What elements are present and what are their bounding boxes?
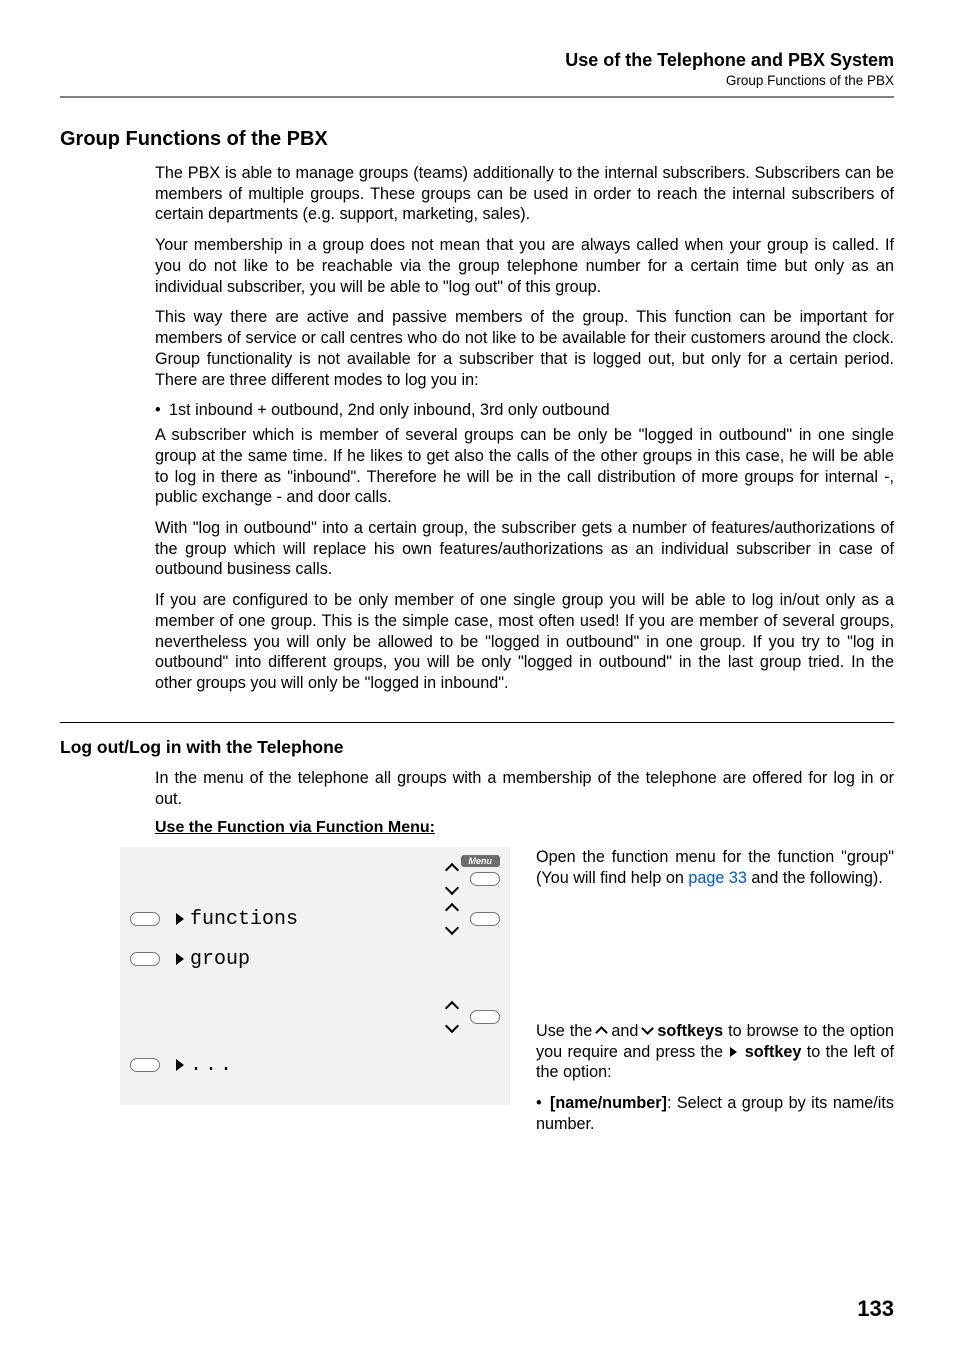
softkeys-bold: softkeys <box>652 1022 723 1040</box>
up-down-icon <box>442 865 462 893</box>
softkey-right[interactable] <box>470 872 500 886</box>
arrow-right-icon <box>176 1059 184 1071</box>
softkey-bold: softkey <box>739 1043 801 1061</box>
lcd-text: ... <box>190 1054 235 1077</box>
bullet-marker: • <box>536 1093 550 1114</box>
description-column: Open the function menu for the function … <box>536 847 894 1144</box>
up-down-icon <box>442 905 462 933</box>
softkey-left[interactable] <box>130 912 160 926</box>
subsection-heading: Log out/Log in with the Telephone <box>60 737 894 758</box>
description-open: Open the function menu for the function … <box>536 847 894 888</box>
triangle-right-icon <box>730 1047 737 1057</box>
lcd-text: group <box>190 948 250 971</box>
lcd-text: functions <box>190 908 298 931</box>
header-subtitle: Group Functions of the PBX <box>60 73 894 88</box>
lcd-label-group: group <box>160 948 434 971</box>
paragraph: This way there are active and passive me… <box>155 307 894 390</box>
description-softkeys: Use the and softkeys to browse to the op… <box>536 1021 894 1083</box>
softkey-right[interactable] <box>470 1010 500 1024</box>
phone-panel: Menu functions <box>120 847 510 991</box>
header-title: Use of the Telephone and PBX System <box>60 50 894 71</box>
lcd-label-dots: ... <box>160 1054 434 1077</box>
use-function-heading: Use the Function via Function Menu: <box>155 819 894 837</box>
section-heading: Group Functions of the PBX <box>60 128 894 151</box>
paragraph: In the menu of the telephone all groups … <box>155 768 894 809</box>
arrow-right-icon <box>176 953 184 965</box>
paragraph: With "log in outbound" into a certain gr… <box>155 518 894 580</box>
bullet-marker: • <box>155 400 169 421</box>
phone-panel: ... <box>120 991 510 1105</box>
desc-text: and the following). <box>747 869 883 887</box>
header-divider <box>60 96 894 98</box>
paragraph: Your membership in a group does not mean… <box>155 235 894 297</box>
page-number: 133 <box>857 1296 894 1322</box>
softkey-left[interactable] <box>130 1058 160 1072</box>
lcd-label-functions: functions <box>160 908 434 931</box>
softkey-right[interactable] <box>470 912 500 926</box>
bullet-item: •1st inbound + outbound, 2nd only inboun… <box>155 400 894 421</box>
softkey-left[interactable] <box>130 952 160 966</box>
paragraph: A subscriber which is member of several … <box>155 425 894 508</box>
arrow-right-icon <box>176 913 184 925</box>
up-down-icon <box>442 1003 462 1031</box>
menu-badge: Menu <box>461 855 501 867</box>
phone-illustration: Menu functions <box>120 847 510 1144</box>
desc-text: Use the <box>536 1022 597 1040</box>
page-header: Use of the Telephone and PBX System Grou… <box>60 50 894 88</box>
section-divider <box>60 722 894 723</box>
bullet-text: 1st inbound + outbound, 2nd only inbound… <box>169 401 610 419</box>
description-bullet: •[name/number]: Select a group by its na… <box>536 1093 894 1134</box>
paragraph: If you are configured to be only member … <box>155 590 894 694</box>
bullet-label: [name/number] <box>550 1094 667 1112</box>
desc-text: and <box>606 1022 643 1040</box>
page-link[interactable]: page 33 <box>688 869 747 887</box>
paragraph: The PBX is able to manage groups (teams)… <box>155 163 894 225</box>
